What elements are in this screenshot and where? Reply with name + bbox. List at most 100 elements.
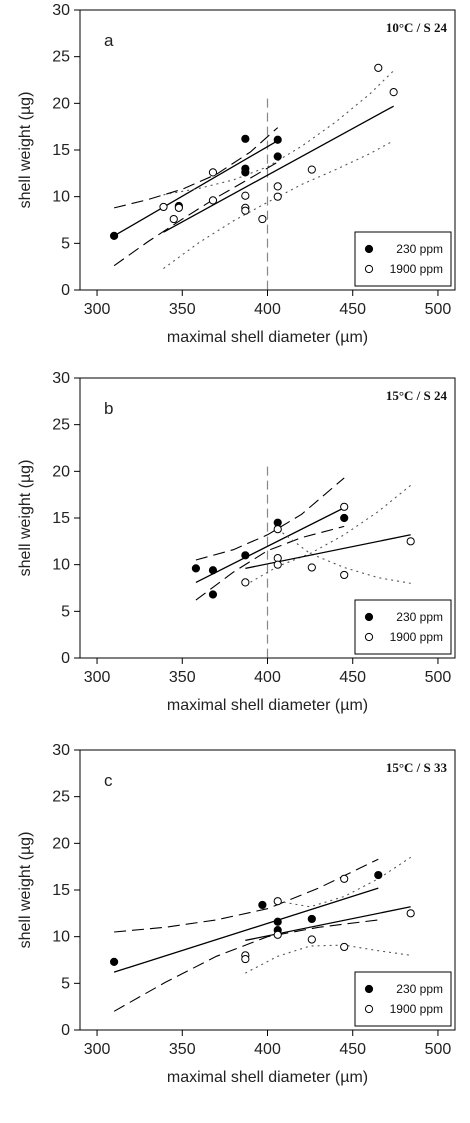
ci-lower-230	[113, 161, 278, 267]
point-1900ppm	[340, 502, 349, 511]
point-1900ppm	[174, 203, 183, 212]
point-1900ppm	[406, 537, 415, 546]
ci-upper-230	[114, 858, 379, 933]
legend: 230 ppm 1900 ppm	[354, 231, 452, 287]
condition-label: 15°C / S 33	[386, 760, 448, 775]
fit-line-1900	[245, 534, 411, 570]
x-tick-label: 450	[339, 669, 366, 686]
x-tick-label: 400	[254, 1041, 281, 1058]
legend-box	[354, 231, 452, 287]
point-1900ppm	[307, 563, 316, 572]
point-230ppm	[191, 564, 201, 573]
point-1900ppm	[273, 930, 282, 939]
point-1900ppm	[169, 214, 178, 224]
y-axis-label: shell weight (µg)	[17, 832, 34, 949]
x-tick-label: 300	[84, 669, 111, 686]
y-tick-label: 25	[52, 417, 70, 434]
x-axis-label: maximal shell diameter (µm)	[167, 329, 368, 346]
point-230ppm	[273, 152, 282, 161]
y-tick-label: 20	[52, 835, 70, 852]
point-1900ppm	[159, 202, 168, 212]
y-tick-label: 30	[52, 742, 70, 759]
x-tick-label: 500	[425, 669, 452, 686]
legend: 230 ppm 1900 ppm	[354, 599, 452, 655]
point-1900ppm	[374, 63, 383, 72]
point-230ppm	[307, 914, 316, 924]
point-1900ppm	[273, 897, 282, 906]
y-tick-label: 30	[52, 370, 70, 387]
ci-upper-1900	[245, 944, 411, 974]
y-tick-label: 0	[61, 1022, 70, 1039]
x-tick-label: 400	[254, 301, 281, 318]
x-tick-label: 350	[169, 669, 196, 686]
point-230ppm	[109, 957, 119, 966]
y-tick-label: 0	[61, 282, 70, 299]
y-tick-label: 15	[52, 510, 70, 527]
legend-box	[354, 971, 452, 1027]
y-tick-label: 5	[61, 975, 70, 992]
y-tick-label: 25	[52, 49, 70, 66]
y-tick-label: 10	[52, 929, 70, 946]
y-tick-label: 15	[52, 142, 70, 159]
x-tick-label: 300	[84, 1041, 111, 1058]
x-tick-label: 350	[169, 1041, 196, 1058]
legend-label: 230 ppm	[396, 982, 443, 996]
y-tick-label: 0	[61, 650, 70, 667]
point-1900ppm	[340, 570, 349, 580]
y-tick-label: 5	[61, 235, 70, 252]
panel-letter: c	[104, 771, 113, 790]
legend-label: 1900 ppm	[390, 262, 443, 276]
ci-lower-230	[113, 919, 379, 1012]
point-230ppm	[241, 168, 250, 177]
point-1900ppm	[406, 909, 415, 918]
y-tick-label: 10	[52, 189, 70, 206]
y-tick-label: 10	[52, 557, 70, 574]
chart-panel-c: 0 5 10 15 20 25 30 300 350 400 450 500 maximal shell…	[17, 742, 456, 1086]
point-1900ppm	[340, 942, 349, 952]
point-230ppm	[109, 231, 119, 240]
point-1900ppm	[273, 192, 282, 201]
fit-line-230	[195, 507, 345, 583]
chart-panel-a: 0 5 10 15 20 25 30 300 350 400 450 500 maximal shell…	[17, 2, 456, 346]
x-tick-label: 500	[425, 1041, 452, 1058]
ci-upper-1900	[245, 484, 412, 586]
fit-line-1900	[245, 906, 411, 942]
legend-marker-open	[364, 1004, 374, 1014]
y-tick-label: 15	[52, 882, 70, 899]
legend-marker-open	[364, 632, 374, 642]
chart-panel-b: 0 5 10 15 20 25 30 300 350 400 450 500 maximal shell…	[17, 370, 456, 714]
x-axis-label: maximal shell diameter (µm)	[167, 697, 368, 714]
point-230ppm	[273, 917, 282, 926]
x-tick-label: 300	[84, 301, 111, 318]
legend-marker-filled	[364, 612, 374, 622]
fit-line-230	[113, 140, 279, 237]
point-1900ppm	[307, 935, 316, 944]
point-1900ppm	[340, 874, 349, 883]
ci-upper-1900	[163, 70, 394, 196]
fit-line-230	[113, 887, 379, 973]
point-230ppm	[273, 135, 282, 144]
legend-box	[354, 599, 452, 655]
y-tick-label: 30	[52, 2, 70, 19]
point-1900ppm	[273, 182, 282, 191]
point-230ppm	[374, 870, 383, 880]
point-1900ppm	[241, 578, 250, 587]
point-230ppm	[241, 551, 250, 560]
panel-letter: b	[104, 399, 113, 418]
panel-letter: a	[104, 31, 114, 50]
fit-line-1900	[163, 105, 394, 233]
point-1900ppm	[389, 88, 398, 97]
condition-label: 10°C / S 24	[386, 20, 448, 35]
y-tick-label: 5	[61, 603, 70, 620]
point-1900ppm	[208, 196, 218, 205]
legend-label: 1900 ppm	[390, 1002, 443, 1016]
x-tick-label: 400	[254, 669, 281, 686]
y-tick-label: 25	[52, 789, 70, 806]
point-1900ppm	[258, 214, 267, 224]
ci-upper-230	[113, 127, 279, 209]
legend-marker-filled	[364, 244, 374, 254]
point-230ppm	[208, 590, 218, 599]
x-tick-label: 500	[425, 301, 452, 318]
y-axis-label: shell weight (µg)	[17, 460, 34, 577]
